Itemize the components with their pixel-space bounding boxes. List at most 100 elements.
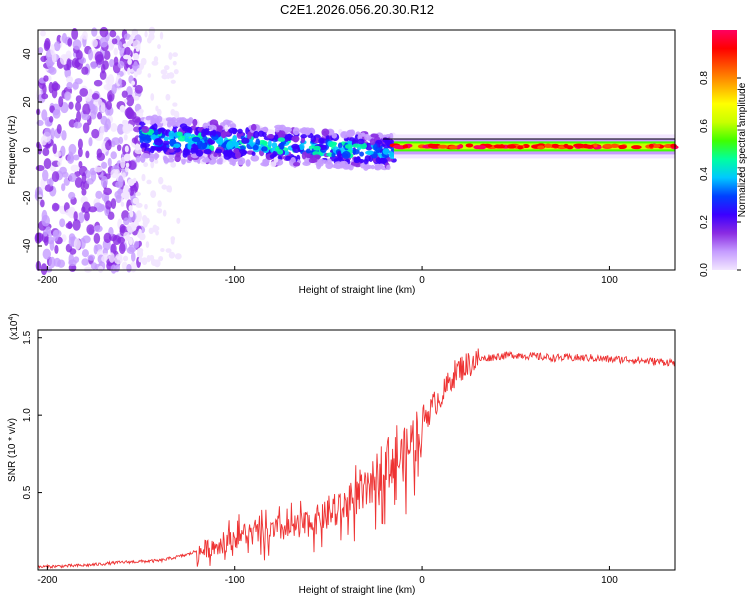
spectrogram-point <box>88 48 93 61</box>
spectrogram-point <box>298 143 305 151</box>
spectrogram-point <box>321 128 330 137</box>
spectrogram-point <box>170 121 179 127</box>
spectrogram-point <box>65 222 73 229</box>
spectrogram-point <box>389 132 394 140</box>
spectrogram-point <box>178 117 188 125</box>
spectrogram-point <box>100 204 106 211</box>
spectrogram-point <box>110 264 117 274</box>
spectrogram-point <box>174 110 180 119</box>
spectrogram-point <box>85 150 90 159</box>
spectrogram-point <box>575 143 586 148</box>
spectrogram-point <box>544 143 553 148</box>
spectrogram-point <box>135 191 142 197</box>
spectrogram-point <box>91 128 100 139</box>
snr-series-line <box>37 348 676 569</box>
spectrogram-point <box>44 37 51 50</box>
spectrogram-point <box>40 263 48 276</box>
spectrogram-point <box>148 32 155 41</box>
spectrogram-point <box>233 148 240 154</box>
spectrogram-x-tick-label: -100 <box>225 275 245 286</box>
spectrogram-point <box>131 80 136 86</box>
spectrogram-point <box>328 141 337 148</box>
spectrogram-point <box>166 72 171 80</box>
spectrogram-point <box>51 171 60 183</box>
spectrogram-point <box>168 52 173 60</box>
spectrogram-point <box>70 164 80 172</box>
colorbar-tick-label: 0.4 <box>699 167 710 181</box>
spectrogram-point <box>95 54 105 65</box>
spectrogram-point <box>370 164 375 170</box>
spectrogram-point <box>159 31 164 40</box>
spectrogram-point <box>172 52 178 58</box>
spectrogram-point <box>93 225 103 233</box>
spectrogram-y-label: Frequency (Hz) <box>7 116 18 185</box>
spectrogram-point <box>593 143 598 148</box>
spectrogram-point <box>126 40 132 47</box>
spectrogram-point <box>99 26 109 38</box>
spectrogram-point <box>166 185 172 193</box>
spectrogram-point <box>255 138 261 147</box>
spectrogram-point <box>170 108 176 116</box>
spectrogram-point <box>301 151 307 160</box>
spectrogram-point <box>339 161 345 166</box>
spectrogram-point <box>69 248 77 255</box>
spectrogram-point <box>127 58 132 65</box>
spectrogram-point <box>352 148 360 155</box>
spectrogram-point <box>58 96 64 108</box>
colorbar-tick-label: 0.6 <box>699 119 710 133</box>
spectrogram-point <box>305 148 312 154</box>
spectrogram-point <box>116 144 122 152</box>
spectrogram-point <box>96 152 106 161</box>
spectrogram-point <box>123 217 130 226</box>
spectrogram-point <box>133 61 139 72</box>
spectrogram-point <box>285 155 292 161</box>
spectrogram-point <box>153 56 159 63</box>
spectrogram-point <box>82 31 88 40</box>
spectrogram-point <box>157 44 161 50</box>
spectrogram-point <box>231 128 238 134</box>
spectrogram-point <box>105 140 112 151</box>
spectrogram-point <box>127 178 135 186</box>
spectrogram-point <box>251 151 256 156</box>
spectrogram-point <box>77 138 83 150</box>
spectrogram-point <box>126 263 132 273</box>
spectrogram-point <box>167 148 175 153</box>
snr-x-tick-label: 100 <box>601 575 618 586</box>
spectrogram-point <box>73 211 78 222</box>
spectrogram-point <box>61 32 68 44</box>
spectrogram-point <box>125 234 131 241</box>
spectrogram-point <box>277 149 284 155</box>
spectrogram-point <box>60 145 66 157</box>
spectrogram-point <box>118 78 123 85</box>
spectrogram-point <box>52 81 59 92</box>
spectrogram-point <box>153 138 163 146</box>
spectrogram-point <box>124 46 131 56</box>
spectrogram-point <box>150 160 155 169</box>
spectrogram-point <box>90 170 97 182</box>
spectrogram-point <box>150 93 155 101</box>
spectrogram-point <box>174 253 182 260</box>
spectrogram-point <box>317 159 323 165</box>
spectrogram-x-tick-label: 0 <box>419 275 425 286</box>
spectrogram-point <box>337 142 343 149</box>
spectrogram-point <box>136 249 144 258</box>
spectrogram-point <box>253 130 260 139</box>
spectrogram-point <box>110 198 117 210</box>
spectrogram-point <box>103 83 113 91</box>
spectrogram-point <box>108 252 115 263</box>
colorbar-tick-label: 0.8 <box>699 71 710 85</box>
colorbar-label: Normalized spectral amplitude <box>737 82 748 217</box>
spectrogram-point <box>144 203 148 210</box>
spectrogram-point <box>476 145 487 150</box>
spectrogram-point <box>165 248 172 253</box>
spectrogram-point <box>110 151 117 160</box>
spectrogram-point <box>201 158 211 163</box>
spectrogram-point <box>102 60 109 70</box>
spectrogram-point <box>262 159 269 167</box>
colorbar-gradient <box>712 30 737 270</box>
spectrogram-point <box>163 65 170 71</box>
spectrogram-point <box>190 147 198 153</box>
spectrogram-point <box>341 151 351 159</box>
spectrogram-point <box>101 255 108 263</box>
